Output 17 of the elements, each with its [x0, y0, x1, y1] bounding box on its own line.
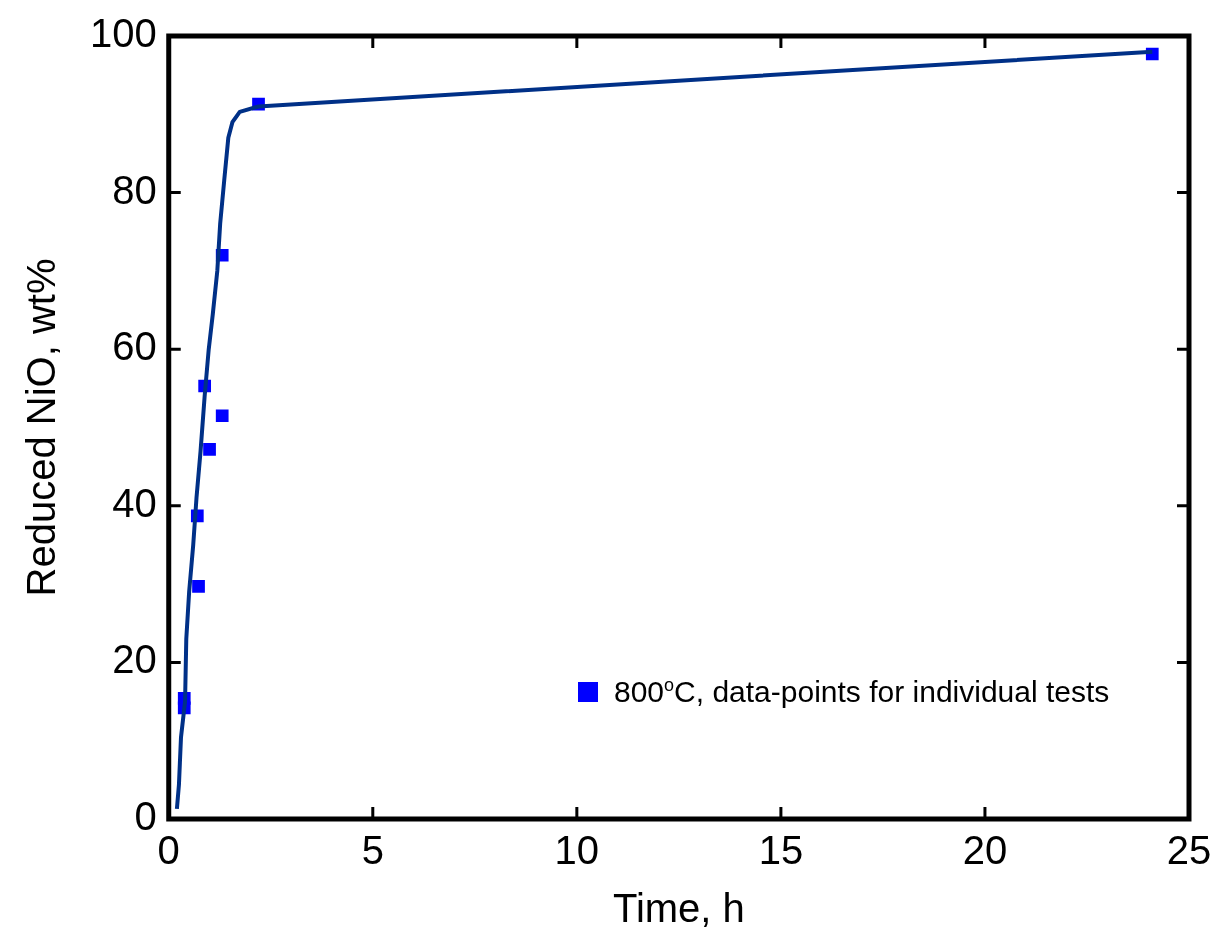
x-tick-label: 10	[554, 828, 600, 873]
x-tick-label: 15	[758, 828, 804, 873]
y-tick-label: 60	[112, 324, 157, 369]
y-tick-label: 100	[89, 11, 157, 56]
y-tick-label: 80	[112, 167, 157, 212]
point	[215, 409, 229, 423]
y-axis-title: Reduced NiO, wt%	[19, 258, 64, 597]
x-tick-label: 25	[1166, 828, 1212, 873]
y-tick-label: 0	[134, 794, 157, 839]
point	[203, 443, 216, 456]
x-tick-label: 20	[962, 828, 1008, 873]
x-axis-title: Time, h	[612, 886, 745, 931]
point	[192, 580, 205, 593]
y-tick-label: 20	[112, 637, 157, 682]
x-tick-label: 5	[361, 828, 384, 873]
y-tick-label: 40	[112, 480, 157, 525]
legend-label: 800$^{o}$C, data-points for individual tests	[614, 675, 1110, 709]
